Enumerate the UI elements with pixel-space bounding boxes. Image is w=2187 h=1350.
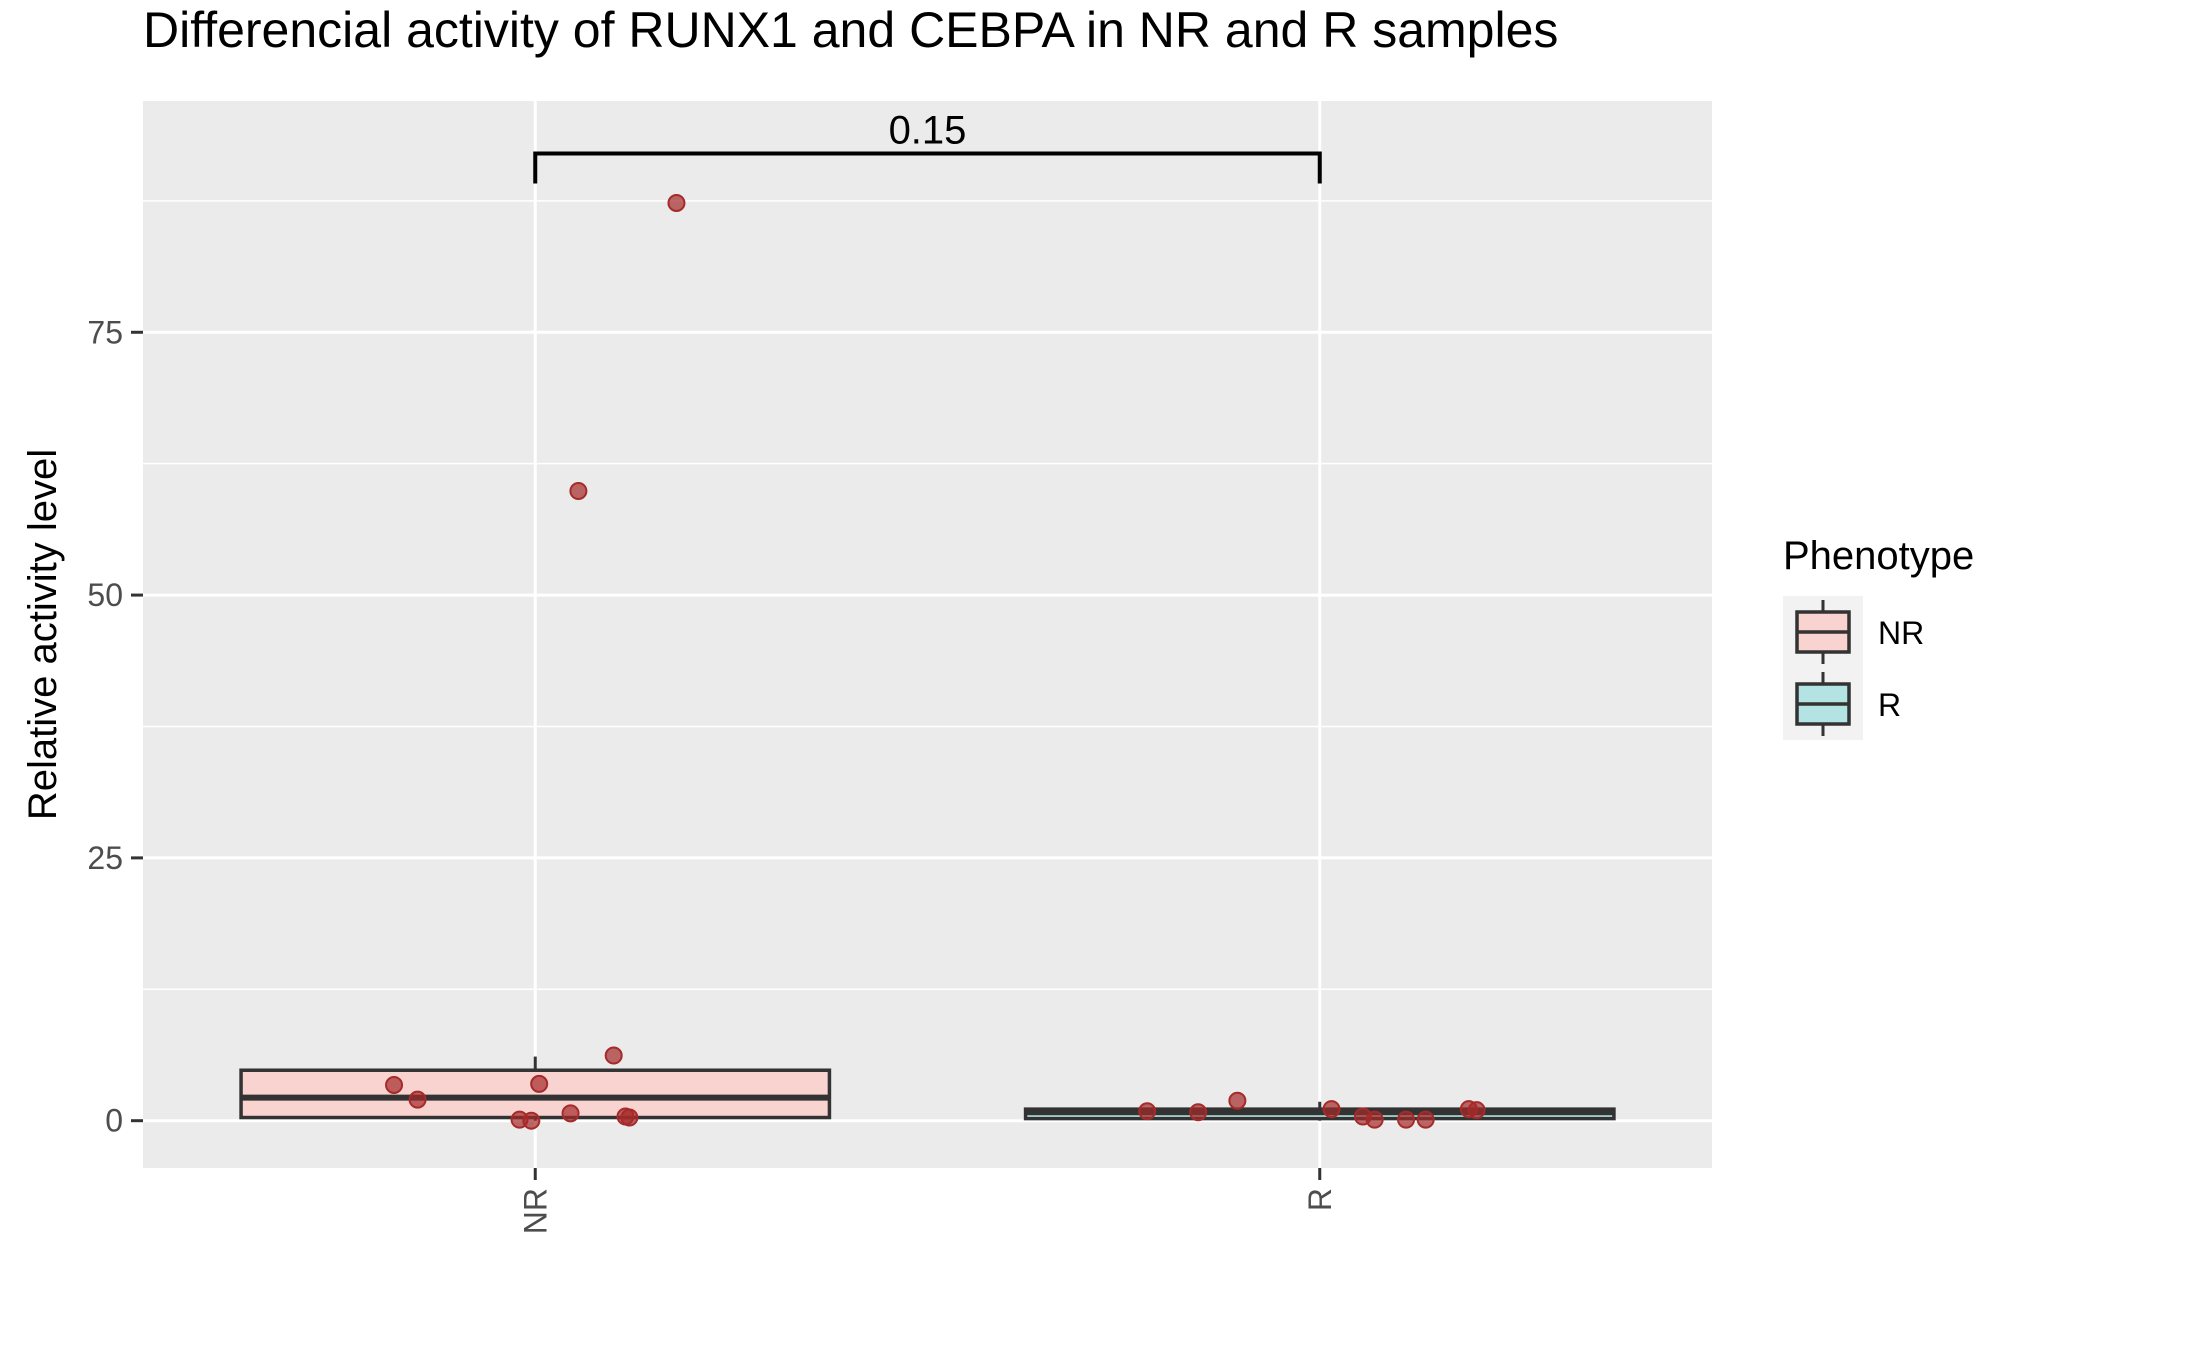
data-point xyxy=(1189,1103,1208,1122)
grid-lines xyxy=(143,101,1712,1168)
y-axis-title: Relative activity level xyxy=(21,449,65,820)
chart-title: Differencial activity of RUNX1 and CEBPA… xyxy=(143,2,1558,58)
y-tick-label: 75 xyxy=(87,314,123,350)
data-point xyxy=(1322,1100,1341,1119)
plot-panel xyxy=(143,101,1712,1168)
data-point xyxy=(1397,1110,1416,1129)
significance-bracket-line xyxy=(533,151,1322,184)
data-point xyxy=(667,193,686,212)
data-point xyxy=(1467,1101,1486,1120)
data-point xyxy=(561,1104,580,1123)
data-point xyxy=(569,482,588,501)
data-points xyxy=(385,193,1486,1130)
axes: 0 25 50 75 NR R xyxy=(87,314,1337,1234)
data-point xyxy=(408,1090,427,1109)
legend-label: R xyxy=(1878,687,1901,723)
x-tick-label: R xyxy=(1302,1188,1338,1211)
data-point xyxy=(522,1111,541,1130)
y-tick-label: 25 xyxy=(87,840,123,876)
legend-label: NR xyxy=(1878,615,1924,651)
data-point xyxy=(1365,1110,1384,1129)
data-point xyxy=(604,1046,623,1065)
data-point xyxy=(1228,1091,1247,1110)
data-point xyxy=(1416,1110,1435,1129)
legend-entry-r: R xyxy=(1795,672,1901,736)
data-point xyxy=(1138,1102,1157,1121)
x-tick-label: NR xyxy=(517,1188,553,1234)
y-tick-label: 0 xyxy=(105,1103,123,1139)
data-point xyxy=(385,1075,404,1094)
p-value-label: 0.15 xyxy=(889,109,967,153)
legend-entries: NR R xyxy=(1795,600,1924,736)
boxplot-r xyxy=(1023,1101,1616,1121)
data-point xyxy=(530,1074,549,1093)
significance-bracket: 0.15 xyxy=(533,109,1322,184)
y-tick-label: 50 xyxy=(87,577,123,613)
legend-entry-nr: NR xyxy=(1795,600,1924,664)
data-point xyxy=(620,1108,639,1127)
legend: Phenotype NR R xyxy=(1783,534,1974,740)
legend-title: Phenotype xyxy=(1783,534,1974,578)
